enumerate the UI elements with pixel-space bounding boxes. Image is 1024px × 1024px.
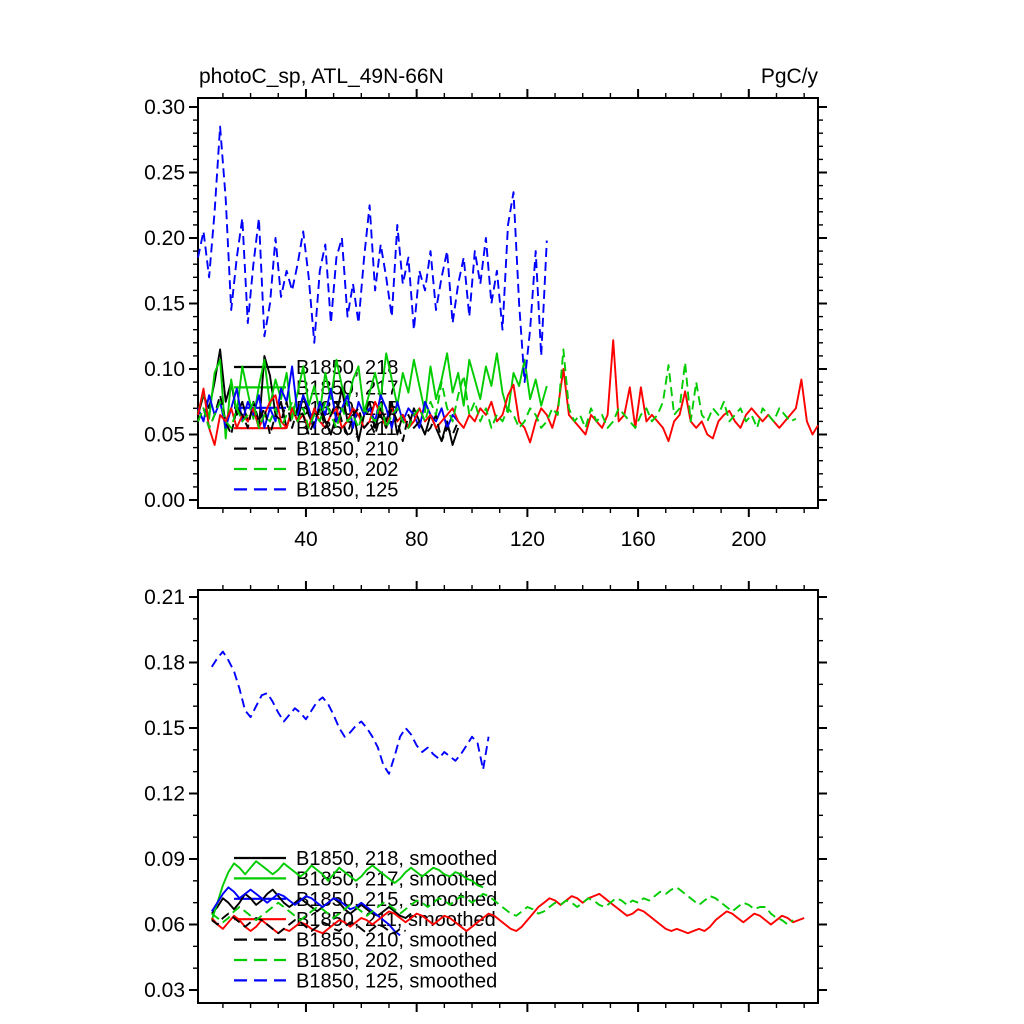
legend-entry: B1850, 125 (234, 479, 398, 501)
y-tick-label: 0.18 (144, 652, 185, 675)
legend-entry: B1850, 210 (234, 439, 398, 461)
y-tick-label: 0.15 (144, 717, 185, 740)
legend-label: B1850, 218 (296, 357, 398, 379)
x-tick-label: 120 (510, 528, 545, 551)
legend-entry: B1850, 125, smoothed (234, 970, 497, 992)
legend-label: B1850, 202 (296, 459, 398, 481)
plot-title: photoC_sp, ATL_49N-66N (199, 65, 444, 88)
y-tick-label: 0.25 (144, 162, 185, 185)
y-tick-label: 0.00 (144, 489, 185, 512)
units-label: PgC/y (760, 65, 818, 88)
series-line (210, 650, 490, 775)
panel-timeseries-raw: 0.00 0.05 0.10 0.15 0.20 0.25 0.30 40 80 120 160 20… (144, 89, 827, 551)
y-tick-label: 0.05 (144, 424, 185, 447)
legend-label: B1850, 125, smoothed (296, 970, 497, 992)
series-line (211, 892, 805, 935)
series-line (197, 348, 460, 446)
y-tick-label: 0.12 (144, 783, 185, 806)
series-line (211, 886, 401, 937)
legend-entry: B1850, 218, smoothed (234, 848, 497, 870)
panel-timeseries-smoothed: 0.03 0.06 0.09 0.12 0.15 0.18 0.21 B1850, 218, … (144, 581, 827, 1012)
series-line (211, 886, 794, 926)
y-tick-label: 0.30 (144, 96, 185, 119)
y-tick-label: 0.09 (144, 848, 185, 871)
y-tick-label: 0.10 (144, 358, 185, 381)
series-line (197, 125, 548, 384)
series-line (210, 860, 484, 921)
series-line (197, 394, 460, 443)
plot-border (197, 589, 819, 1004)
series-line (197, 348, 797, 429)
x-tick-label: 200 (731, 528, 766, 551)
legend-label: B1850, 210 (296, 439, 398, 461)
y-tick-label: 0.03 (144, 979, 185, 1002)
legend-entry: B1850, 202, smoothed (234, 950, 497, 972)
plot-border (197, 97, 819, 509)
legend-label: B1850, 210, smoothed (296, 930, 497, 952)
legend-label: B1850, 215, smoothed (296, 889, 497, 911)
x-tick-label: 80 (405, 528, 428, 551)
x-tick-label: 40 (294, 528, 317, 551)
series-line (211, 912, 406, 935)
legend-label: B1850, 218, smoothed (296, 848, 497, 870)
y-tick-label: 0.20 (144, 227, 185, 250)
legend-entry: B1850, 210, smoothed (234, 930, 497, 952)
legend-label: B1850, 125 (296, 479, 398, 501)
legend-label: B1850, 202, smoothed (296, 950, 497, 972)
y-tick-label: 0.06 (144, 914, 185, 937)
legend-entry: B1850, 202 (234, 459, 398, 481)
x-tick-label: 160 (621, 528, 656, 551)
y-tick-label: 0.21 (144, 586, 185, 609)
y-tick-label: 0.15 (144, 293, 185, 316)
series-line (197, 339, 819, 446)
legend-label: B1850, 211, smoothed (296, 909, 496, 931)
